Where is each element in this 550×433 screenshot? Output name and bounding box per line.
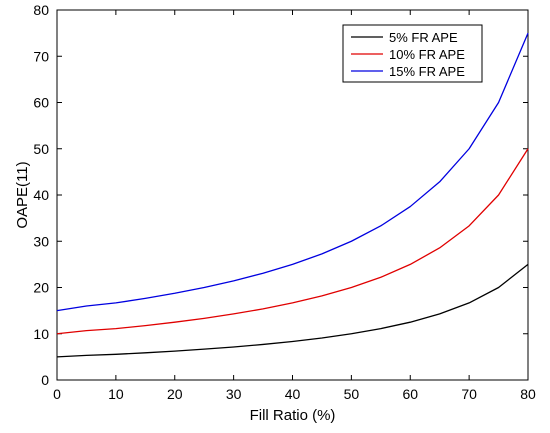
x-tick-label: 70 xyxy=(461,386,477,402)
legend-label: 15% FR APE xyxy=(389,64,465,79)
x-axis-ticks: 0 10 20 30 40 50 60 70 80 xyxy=(53,10,536,402)
x-tick-label: 20 xyxy=(167,386,183,402)
series-line-2 xyxy=(56,148,529,335)
y-tick-label: 10 xyxy=(33,326,49,342)
x-tick-label: 10 xyxy=(108,386,124,402)
y-tick-label: 50 xyxy=(33,141,49,157)
series-lines xyxy=(56,32,529,358)
x-tick-label: 80 xyxy=(520,386,536,402)
y-tick-label: 0 xyxy=(41,372,49,388)
y-axis-ticks: 0 10 20 30 40 50 60 70 80 xyxy=(33,2,528,388)
y-tick-label: 40 xyxy=(33,187,49,203)
x-tick-label: 30 xyxy=(226,386,242,402)
x-axis-title: Fill Ratio (%) xyxy=(250,407,336,424)
series-line-3 xyxy=(56,32,529,312)
x-tick-label: 0 xyxy=(53,386,61,402)
legend-label: 5% FR APE xyxy=(389,30,458,45)
series-line-1 xyxy=(56,263,529,358)
legend-label: 10% FR APE xyxy=(389,47,465,62)
y-tick-label: 60 xyxy=(33,95,49,111)
y-tick-label: 30 xyxy=(33,233,49,249)
y-tick-label: 80 xyxy=(33,2,49,18)
x-tick-label: 40 xyxy=(285,386,301,402)
y-tick-label: 20 xyxy=(33,280,49,296)
x-tick-label: 50 xyxy=(344,386,360,402)
legend: 5% FR APE 10% FR APE 15% FR APE xyxy=(342,24,483,83)
y-axis-title: OAPE(11) xyxy=(14,161,31,228)
x-tick-label: 60 xyxy=(402,386,418,402)
y-tick-label: 70 xyxy=(33,48,49,64)
